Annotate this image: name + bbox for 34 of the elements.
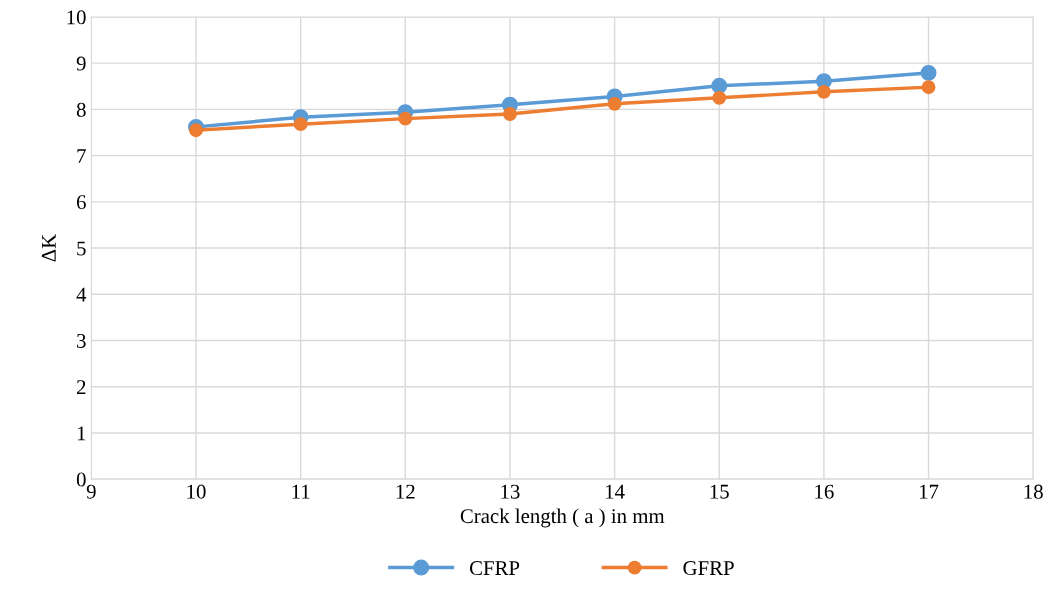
x-tick-label: 14 bbox=[606, 484, 625, 499]
y-tick-label: 3 bbox=[77, 333, 86, 348]
y-tick-label: 8 bbox=[76, 102, 86, 117]
y-tick-label: 2 bbox=[76, 380, 86, 394]
point bbox=[816, 84, 831, 99]
x-tick-label: 16 bbox=[815, 484, 834, 499]
y-tick-label: 7 bbox=[77, 149, 86, 163]
y-tick-label: 1 bbox=[77, 426, 86, 441]
y-tick-label: 5 bbox=[77, 241, 86, 256]
point bbox=[398, 111, 413, 126]
point bbox=[920, 64, 937, 81]
point bbox=[921, 80, 936, 95]
y-axis-title: ΔK bbox=[41, 234, 56, 262]
x-tick-label: 12 bbox=[396, 484, 415, 499]
point bbox=[293, 117, 308, 132]
point bbox=[503, 107, 517, 121]
y-tick-label: 6 bbox=[76, 195, 86, 210]
point bbox=[712, 90, 727, 105]
x-tick-label: 11 bbox=[292, 484, 310, 499]
x-tick-label: 17 bbox=[919, 484, 939, 499]
point bbox=[189, 123, 203, 138]
y-tick-label: 9 bbox=[76, 56, 86, 71]
point bbox=[607, 96, 622, 111]
x-tick-label: 10 bbox=[187, 484, 206, 499]
point bbox=[711, 77, 728, 94]
x-tick-label: 18 bbox=[1024, 484, 1043, 499]
x-tick-label: 15 bbox=[710, 484, 729, 499]
legend-label: GFRP bbox=[683, 561, 734, 576]
y-tick-label: 0 bbox=[76, 472, 86, 487]
legend-label: CFRP bbox=[469, 561, 520, 576]
y-tick-label: 4 bbox=[76, 287, 87, 302]
y-tick-label: 10 bbox=[67, 10, 86, 25]
x-axis-title: Crack length ( a ) in mm bbox=[460, 508, 665, 528]
x-tick-label: 13 bbox=[501, 484, 520, 499]
